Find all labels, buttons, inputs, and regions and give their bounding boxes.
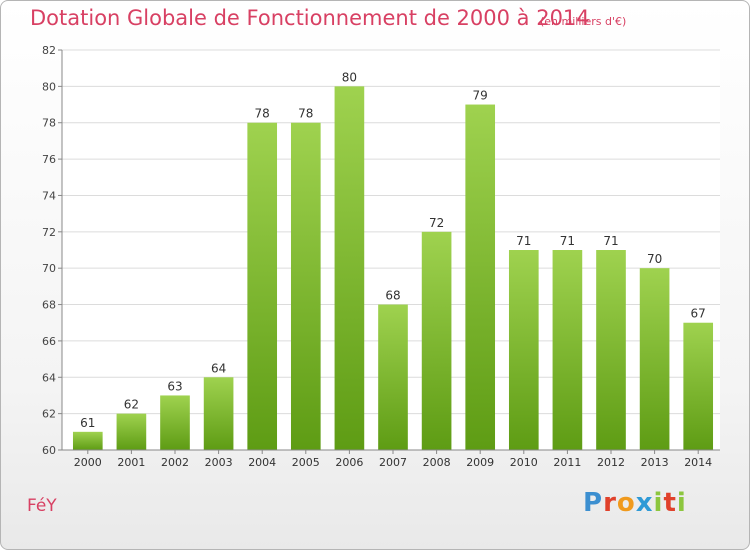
y-tick-label: 64 (42, 371, 56, 384)
x-tick-label-2001: 2001 (117, 456, 145, 469)
x-tick-label-2005: 2005 (292, 456, 320, 469)
brand-letter: o (616, 488, 636, 518)
chart-unit: (en milliers d'€) (540, 15, 627, 28)
brand-letter: x (635, 488, 654, 518)
x-tick-label-2013: 2013 (641, 456, 669, 469)
x-tick-label-2011: 2011 (553, 456, 581, 469)
data-label-2005: 78 (298, 107, 313, 121)
y-tick-label: 72 (42, 226, 56, 239)
bar-2011 (552, 250, 583, 450)
data-label-2002: 63 (167, 379, 182, 393)
brand-letter: r (603, 488, 617, 518)
y-tick-label: 74 (42, 189, 56, 202)
bar-2008 (421, 231, 452, 450)
x-tick-label-2014: 2014 (684, 456, 712, 469)
commune-name: FéY (27, 496, 57, 516)
y-tick-label: 70 (42, 262, 56, 275)
bar-2013 (639, 268, 670, 450)
data-label-2010: 71 (516, 234, 531, 248)
bar-2012 (596, 250, 626, 450)
y-tick-label: 82 (42, 44, 56, 57)
y-tick-label: 76 (42, 153, 56, 166)
x-tick-label-2002: 2002 (161, 456, 189, 469)
brand-letter: i (676, 488, 687, 518)
bar-2000 (72, 431, 103, 450)
data-label-2000: 61 (80, 416, 95, 430)
x-tick-label-2004: 2004 (248, 456, 276, 469)
bar-2002 (160, 395, 190, 450)
x-tick-label-2008: 2008 (423, 456, 451, 469)
y-tick-label: 60 (42, 444, 56, 457)
x-tick-label-2006: 2006 (335, 456, 363, 469)
brand-letter: P (583, 488, 604, 518)
data-label-2001: 62 (124, 398, 139, 412)
bar-2001 (116, 413, 147, 450)
y-tick-label: 62 (42, 408, 56, 421)
y-tick-label: 68 (42, 299, 56, 312)
data-label-2011: 71 (560, 234, 575, 248)
x-tick-label-2009: 2009 (466, 456, 494, 469)
bar-2005 (290, 122, 321, 451)
bar-2006 (334, 86, 365, 450)
data-label-2014: 67 (691, 307, 706, 321)
data-label-2003: 64 (211, 361, 226, 375)
y-tick-label: 66 (42, 335, 56, 348)
y-tick-label: 78 (42, 117, 56, 130)
bar-2003 (203, 377, 234, 450)
brand-logo[interactable]: Proxiti (583, 488, 687, 518)
bar-2009 (465, 104, 496, 450)
data-label-2008: 72 (429, 216, 444, 230)
bar-2014 (683, 322, 714, 450)
data-label-2004: 78 (255, 107, 270, 121)
data-label-2006: 80 (342, 70, 357, 84)
data-label-2007: 68 (385, 289, 400, 303)
y-tick-label: 80 (42, 80, 56, 93)
data-label-2012: 71 (603, 234, 618, 248)
chart-title: Dotation Globale de Fonctionnement de 20… (30, 6, 590, 30)
x-tick-label-2000: 2000 (74, 456, 102, 469)
x-tick-label-2007: 2007 (379, 456, 407, 469)
x-tick-label-2012: 2012 (597, 456, 625, 469)
x-tick-label-2003: 2003 (205, 456, 233, 469)
bar-2007 (378, 304, 408, 450)
data-label-2013: 70 (647, 252, 662, 266)
bar-2004 (247, 122, 278, 451)
bar-2010 (508, 250, 539, 450)
brand-letter: t (663, 488, 677, 518)
x-tick-label-2010: 2010 (510, 456, 538, 469)
data-label-2009: 79 (473, 89, 488, 103)
brand-letter: i (653, 488, 664, 518)
